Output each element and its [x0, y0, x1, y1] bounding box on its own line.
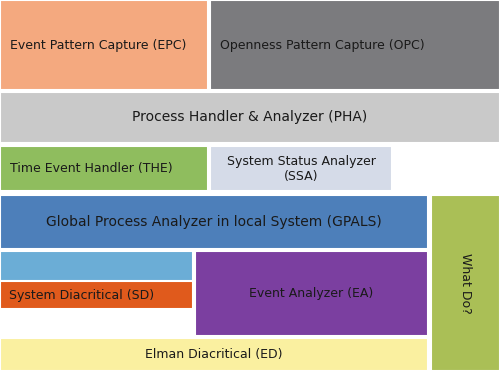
FancyBboxPatch shape: [210, 146, 392, 191]
Text: Time Event Handler (THE): Time Event Handler (THE): [10, 162, 172, 175]
Text: Openness Pattern Capture (OPC): Openness Pattern Capture (OPC): [220, 39, 424, 51]
FancyBboxPatch shape: [0, 195, 428, 249]
FancyBboxPatch shape: [431, 195, 500, 371]
Text: Process Handler & Analyzer (PHA): Process Handler & Analyzer (PHA): [132, 110, 368, 124]
FancyBboxPatch shape: [0, 251, 192, 309]
FancyBboxPatch shape: [0, 146, 208, 191]
FancyBboxPatch shape: [0, 281, 192, 309]
Text: System Status Analyzer
(SSA): System Status Analyzer (SSA): [227, 155, 376, 183]
Text: Global Process Analyzer in local System (GPALS): Global Process Analyzer in local System …: [46, 215, 382, 229]
Text: Event Pattern Capture (EPC): Event Pattern Capture (EPC): [10, 39, 186, 51]
Text: System Diacritical (SD): System Diacritical (SD): [9, 289, 154, 302]
Text: What Do?: What Do?: [459, 253, 472, 314]
FancyBboxPatch shape: [195, 251, 428, 336]
FancyBboxPatch shape: [0, 92, 500, 142]
FancyBboxPatch shape: [210, 0, 500, 90]
FancyBboxPatch shape: [0, 0, 208, 90]
FancyBboxPatch shape: [0, 338, 428, 371]
Text: Event Analyzer (EA): Event Analyzer (EA): [249, 287, 373, 300]
Text: Elman Diacritical (ED): Elman Diacritical (ED): [145, 348, 283, 361]
